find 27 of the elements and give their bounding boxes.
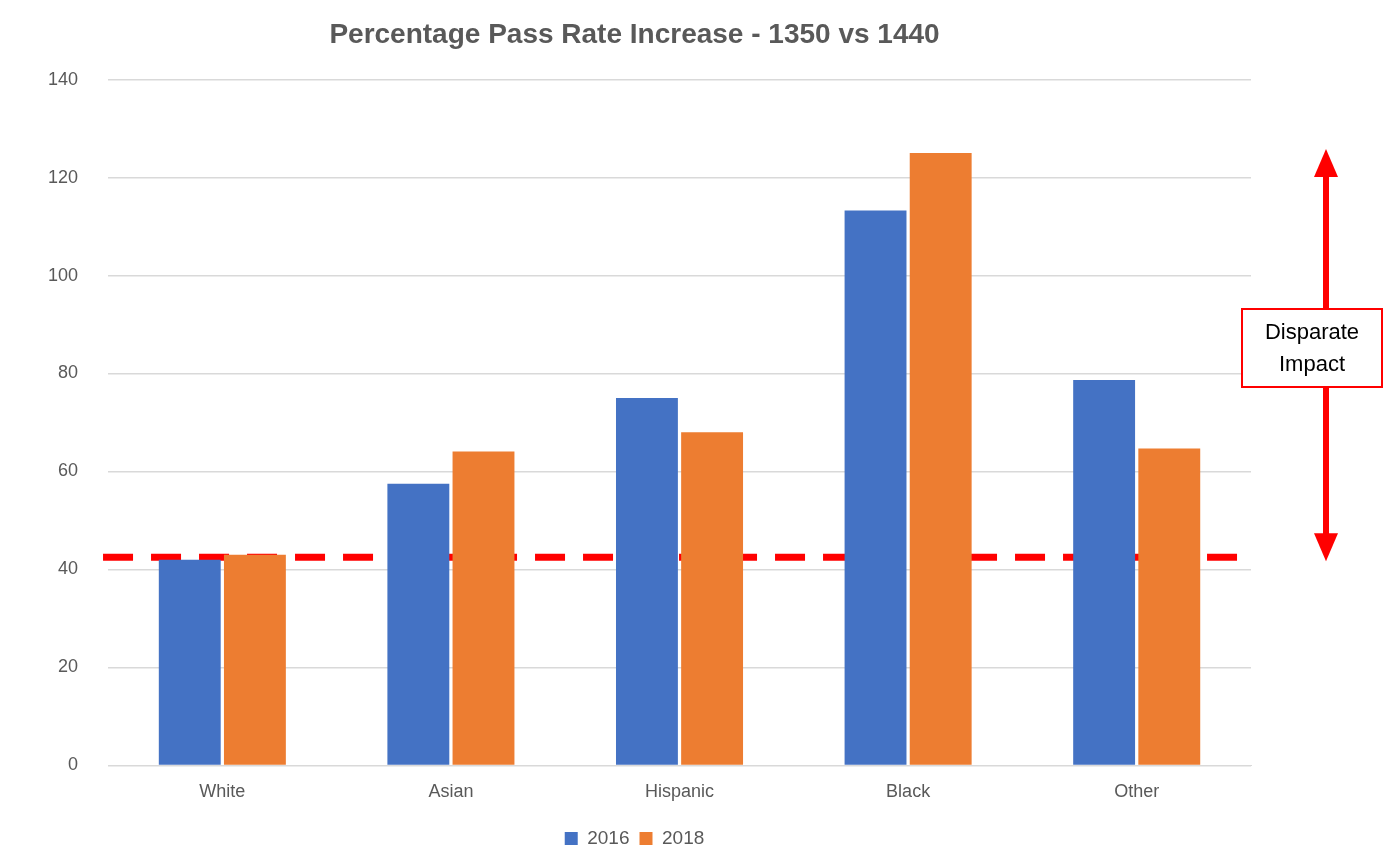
- y-tick-label: 0: [68, 754, 79, 775]
- bar: [844, 210, 907, 765]
- bar: [387, 483, 450, 765]
- bar: [452, 451, 515, 765]
- text: Disparate Impact: [1241, 308, 1383, 389]
- bar: [1138, 448, 1201, 765]
- bar: [223, 554, 286, 765]
- bar: [616, 398, 678, 765]
- y-tick-label: 40: [58, 558, 79, 579]
- x-tick-label: Black: [886, 781, 932, 802]
- x-tick-label: Asian: [428, 781, 474, 802]
- x-tick-label: White: [199, 781, 246, 802]
- y-tick-label: 60: [58, 460, 79, 481]
- x-tick-label: Other: [1114, 781, 1160, 802]
- x-tick-label: Hispanic: [645, 781, 715, 802]
- y-tick-label: 140: [47, 68, 79, 89]
- bar: [158, 559, 221, 765]
- y-tick-label: 120: [47, 166, 79, 187]
- y-tick-label: 80: [58, 362, 79, 383]
- bar: [1073, 379, 1136, 765]
- bar: [681, 432, 744, 765]
- y-tick-label: 100: [47, 264, 79, 285]
- legend-label: 2018: [662, 826, 705, 848]
- bar: [909, 153, 972, 765]
- y-tick-label: 20: [58, 656, 79, 677]
- legend-label: 2016: [587, 826, 630, 848]
- chart-title: Percentage Pass Rate Increase - 1350 vs 1440: [329, 17, 940, 49]
